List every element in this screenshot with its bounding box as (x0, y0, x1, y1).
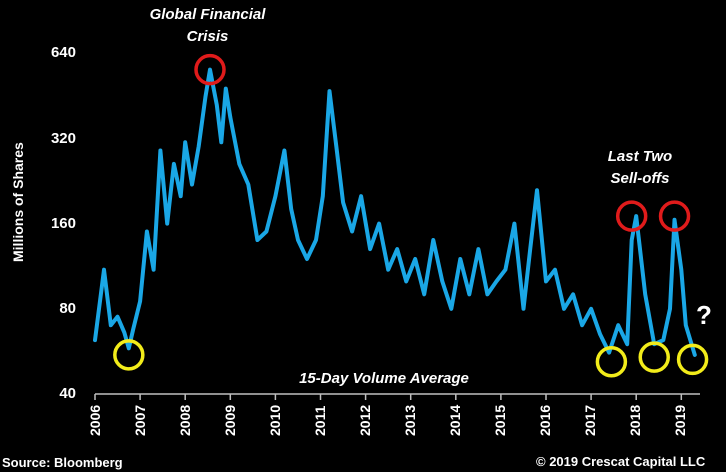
x-axis (94, 393, 700, 400)
selloffs-annotation-line1: Last Two (607, 148, 673, 165)
y-tick-label: 160 (50, 215, 76, 232)
x-tick-label: 2007 (132, 404, 148, 436)
trough-circle-marker (638, 341, 670, 373)
question-mark-annotation: ? (696, 300, 712, 330)
series-label: 15-Day Volume Average (299, 370, 469, 387)
volume-series-line (93, 67, 697, 357)
x-tick-label: 2012 (357, 404, 373, 436)
peak-circle-marker (615, 200, 648, 232)
x-tick-label: 2014 (447, 404, 463, 436)
x-tick-label: 2019 (672, 404, 688, 436)
peak-circle-marker (658, 200, 691, 232)
x-tick-label: 2018 (627, 404, 643, 436)
gfc-annotation-line1: Global Financial (149, 6, 266, 23)
annotation-markers (113, 53, 709, 378)
y-tick-label: 320 (50, 130, 76, 147)
x-tick-label: 2013 (402, 404, 418, 436)
y-tick-label: 640 (50, 44, 76, 61)
x-tick-label: 2009 (222, 404, 238, 436)
x-tick-label: 2015 (492, 404, 508, 436)
x-tick-label: 2017 (582, 404, 598, 436)
selloffs-annotation: Last Two Sell-offs (590, 146, 690, 190)
y-axis-title: Millions of Shares (10, 142, 26, 262)
source-note: Source: Bloomberg (2, 455, 123, 470)
y-tick-label: 40 (59, 385, 76, 402)
peak-circle-marker (194, 53, 226, 86)
x-tick-label: 2010 (267, 404, 283, 436)
selloffs-annotation-line2: Sell-offs (610, 170, 670, 187)
x-tick-label: 2016 (537, 404, 553, 436)
copyright-note: © 2019 Crescat Capital LLC (536, 454, 706, 469)
x-tick-label: 2008 (177, 404, 193, 436)
trough-circle-marker (595, 346, 628, 378)
gfc-annotation: Global Financial Crisis (135, 4, 280, 48)
trough-circle-marker (113, 339, 145, 371)
x-tick-label: 2006 (87, 404, 103, 436)
y-tick-label: 80 (59, 300, 76, 317)
gfc-annotation-line2: Crisis (186, 28, 229, 45)
trough-circle-marker (676, 343, 709, 376)
x-tick-label: 2011 (312, 405, 328, 436)
